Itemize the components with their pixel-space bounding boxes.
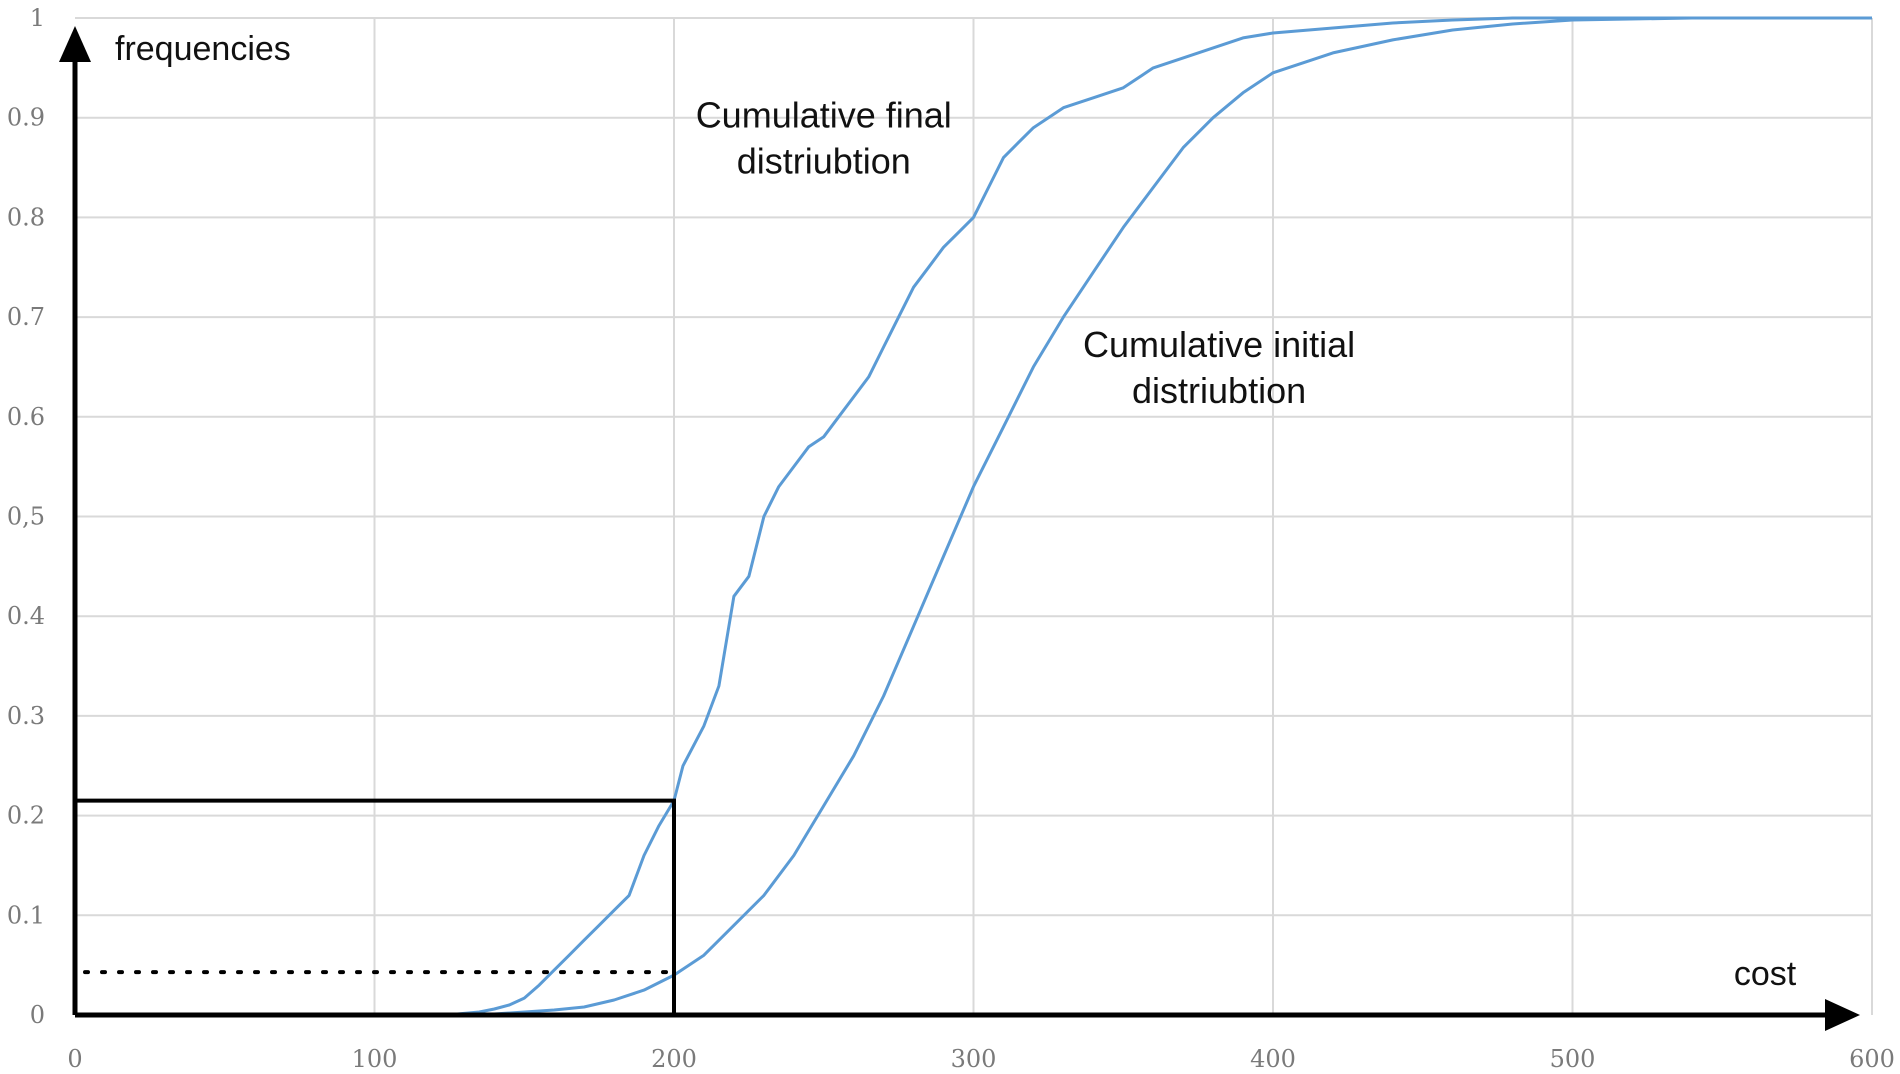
x-tick-label: 300 — [951, 1045, 997, 1073]
y-tick-labels: 0 0.1 0.2 0.3 0.4 0,5 0.6 0.7 0.8 0.9 1 — [7, 4, 45, 1029]
y-tick-label: 0.4 — [7, 602, 45, 630]
y-tick-label: 0,5 — [7, 503, 45, 531]
x-tick-label: 400 — [1250, 1045, 1296, 1073]
y-tick-label: 0 — [30, 1001, 45, 1029]
axes — [59, 26, 1860, 1031]
guide-box — [75, 798, 676, 1015]
x-tick-label: 500 — [1550, 1045, 1596, 1073]
annotation-text: Cumulative initial — [1083, 324, 1355, 365]
y-axis-title: frequencies — [115, 30, 291, 68]
y-tick-label: 0.1 — [7, 901, 45, 929]
x-axis-title: cost — [1734, 955, 1797, 993]
x-tick-label: 0 — [67, 1045, 82, 1073]
x-tick-label: 600 — [1849, 1045, 1895, 1073]
y-tick-label: 0.8 — [7, 203, 45, 231]
series-lines — [446, 16, 1872, 1017]
series-line-final — [446, 16, 1872, 1017]
gridlines — [75, 17, 1873, 1015]
y-tick-label: 1 — [30, 4, 45, 32]
y-tick-label: 0.9 — [7, 104, 45, 132]
y-tick-label: 0.3 — [7, 702, 45, 730]
x-tick-label: 100 — [352, 1045, 398, 1073]
y-tick-label: 0.7 — [7, 303, 45, 331]
y-tick-label: 0.2 — [7, 802, 45, 830]
annotations: Cumulative final distriubtion Cumulative i… — [696, 95, 1355, 411]
annotation-text: Cumulative final — [696, 95, 952, 136]
x-tick-labels: 0 100 200 300 400 500 600 — [67, 1045, 1895, 1073]
y-tick-label: 0.6 — [7, 403, 45, 431]
guide-lines — [75, 798, 676, 1015]
annotation-text: distriubtion — [1132, 370, 1306, 411]
y-axis-arrow-icon — [59, 26, 91, 62]
x-tick-label: 200 — [651, 1045, 697, 1073]
x-axis-arrow-icon — [1825, 999, 1860, 1031]
annotation-text: distriubtion — [737, 141, 911, 182]
series-line-initial — [446, 16, 1872, 1017]
